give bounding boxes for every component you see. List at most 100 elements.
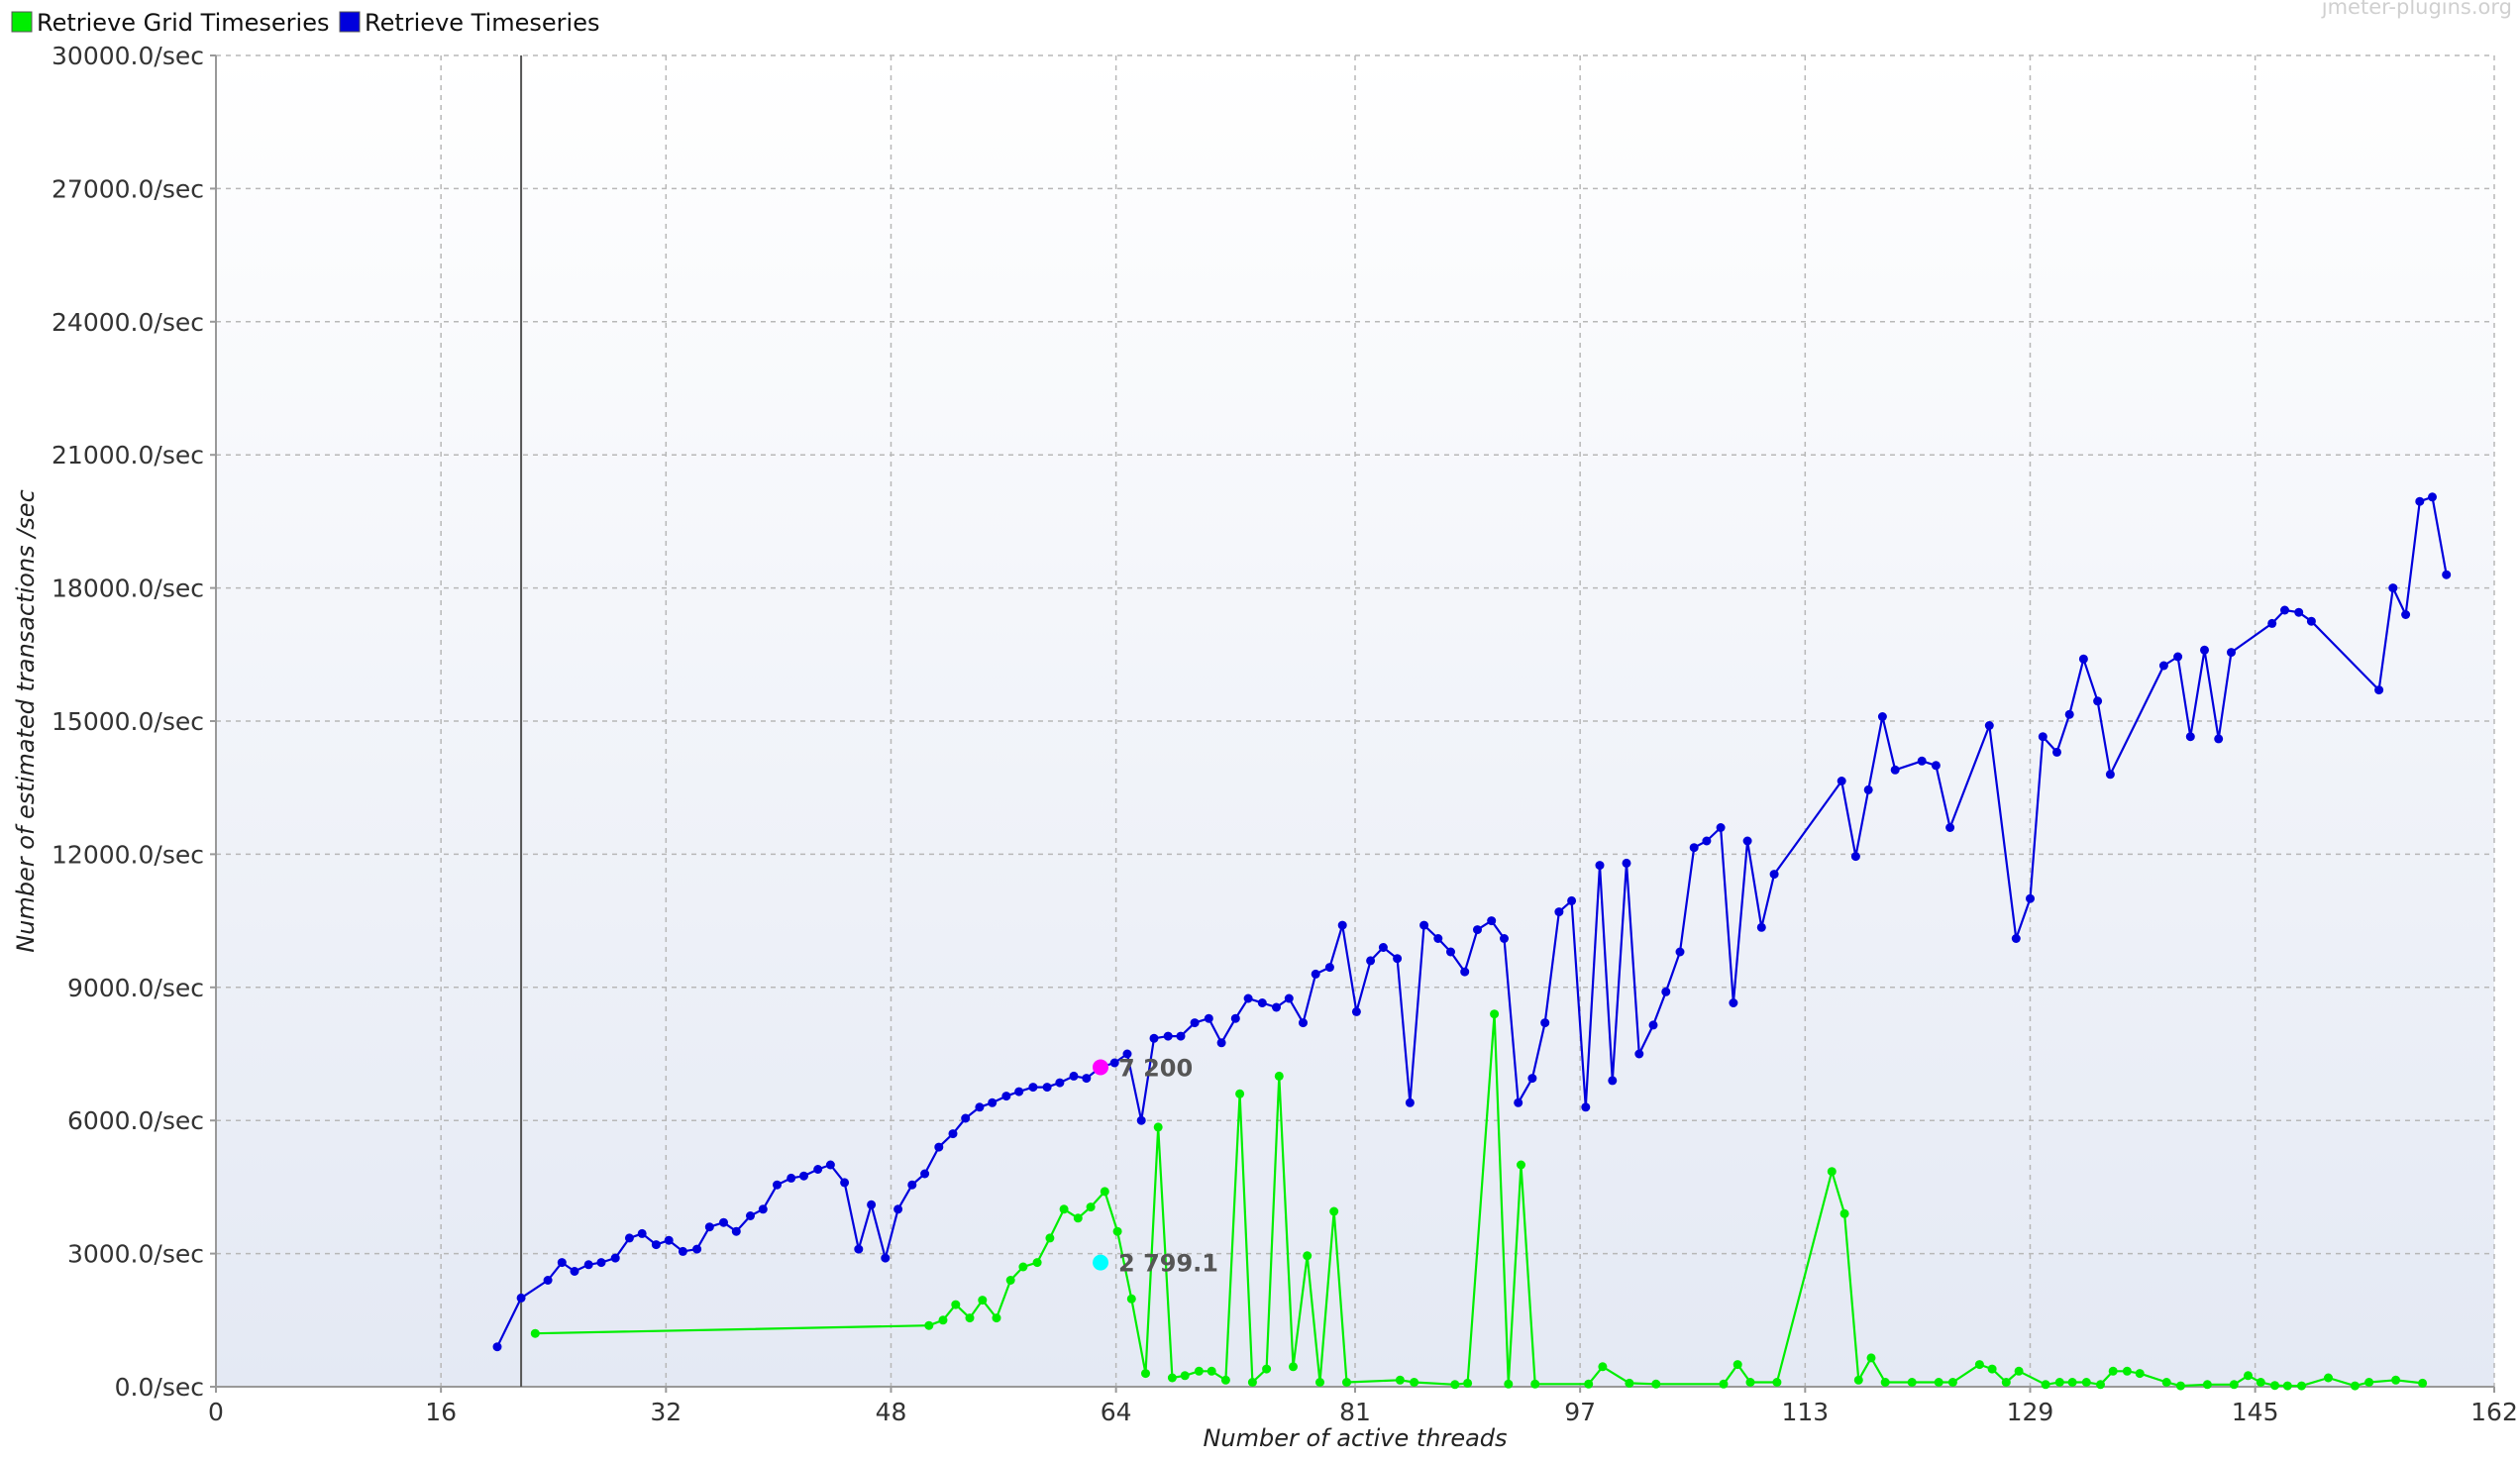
data-point	[2227, 648, 2236, 658]
data-point	[907, 1180, 917, 1190]
legend-item-grid: Retrieve Grid Timeseries	[11, 9, 329, 37]
data-point	[2244, 1371, 2253, 1381]
data-point	[1122, 1049, 1132, 1059]
data-point	[1530, 1379, 1540, 1389]
y-tick-label: 3000.0/sec	[67, 1240, 204, 1269]
data-point	[2105, 770, 2115, 780]
data-point	[1028, 1083, 1038, 1093]
data-point	[1945, 823, 1955, 832]
data-point	[1487, 916, 1497, 926]
data-point	[2173, 652, 2183, 662]
data-point	[1042, 1083, 1052, 1093]
data-point	[2158, 661, 2168, 671]
data-point	[1109, 1058, 1119, 1068]
data-point	[1719, 1379, 1729, 1389]
x-tick-label: 129	[2007, 1398, 2054, 1426]
y-tick-label: 24000.0/sec	[52, 308, 204, 337]
data-point	[1055, 1078, 1065, 1088]
data-point	[1167, 1373, 1177, 1383]
legend-swatch-grid	[11, 11, 33, 33]
data-point	[1622, 858, 1631, 868]
data-point	[1126, 1294, 1136, 1304]
data-point	[1745, 1378, 1755, 1387]
data-point	[596, 1258, 606, 1268]
x-tick-label: 48	[876, 1398, 907, 1426]
data-point	[664, 1235, 674, 1245]
data-point	[1987, 1364, 1997, 1374]
data-point	[1863, 784, 1873, 794]
data-point	[1527, 1074, 1537, 1084]
data-point	[1839, 1208, 1849, 1218]
data-point	[2064, 709, 2074, 719]
data-point	[2096, 1380, 2105, 1390]
x-tick-label: 64	[1101, 1398, 1132, 1426]
data-point	[1082, 1074, 1092, 1084]
x-tick-label: 97	[1564, 1398, 1596, 1426]
data-point	[1756, 922, 1766, 932]
data-point	[2052, 747, 2061, 757]
data-point	[731, 1226, 741, 1236]
data-point	[1890, 765, 1900, 775]
data-point	[1220, 1375, 1230, 1385]
data-point	[2324, 1373, 2333, 1383]
data-point	[1216, 1038, 1226, 1048]
data-point	[637, 1228, 647, 1238]
data-point	[1934, 1378, 1943, 1387]
y-tick-label: 18000.0/sec	[52, 574, 204, 603]
y-tick-label: 15000.0/sec	[52, 707, 204, 736]
data-point	[719, 1217, 728, 1227]
data-point	[2038, 732, 2048, 742]
data-point	[1490, 1009, 1500, 1019]
data-point	[2011, 934, 2021, 943]
data-point	[2256, 1378, 2265, 1387]
y-tick-labels: 0.0/sec 3000.0/sec 6000.0/sec 9000.0/sec 120…	[52, 42, 204, 1402]
data-point	[1634, 1049, 1644, 1059]
data-point	[1500, 934, 1509, 943]
data-point	[1947, 1378, 1957, 1387]
data-point	[1850, 852, 1860, 862]
y-tick-label: 30000.0/sec	[52, 42, 204, 70]
y-tick-label: 6000.0/sec	[67, 1106, 204, 1135]
data-point	[2350, 1381, 2360, 1391]
data-point	[1032, 1258, 1042, 1268]
data-point	[881, 1253, 891, 1263]
data-point	[1419, 920, 1429, 930]
data-point	[516, 1293, 526, 1303]
data-point	[1342, 1378, 1351, 1387]
data-point	[1180, 1371, 1190, 1381]
data-point	[1284, 993, 1294, 1003]
data-point	[1837, 777, 1846, 785]
data-point	[1289, 1362, 1298, 1372]
legend-swatch-timeseries	[339, 11, 361, 33]
x-tick-label: 113	[1781, 1398, 1829, 1426]
data-point	[1393, 954, 1403, 964]
data-point	[1540, 1018, 1550, 1028]
data-point	[2282, 1381, 2292, 1391]
y-tick-label: 0.0/sec	[115, 1373, 204, 1402]
data-point	[2415, 496, 2425, 506]
data-point	[1554, 907, 1564, 917]
data-point	[2185, 732, 2195, 742]
data-point	[1337, 920, 1347, 930]
y-tick-label: 12000.0/sec	[52, 840, 204, 869]
data-point	[2442, 570, 2452, 579]
data-point	[1190, 1018, 1200, 1028]
data-point	[651, 1240, 661, 1250]
data-point	[1086, 1202, 1096, 1212]
data-point	[893, 1204, 903, 1214]
data-point	[961, 1113, 971, 1123]
data-point	[1153, 1122, 1163, 1132]
data-point	[867, 1200, 877, 1209]
data-point	[2364, 1378, 2374, 1387]
data-point	[1001, 1092, 1011, 1101]
data-point	[2388, 583, 2398, 593]
data-point	[2122, 1366, 2132, 1376]
data-point	[758, 1204, 768, 1214]
data-point	[773, 1180, 782, 1190]
data-point	[1324, 963, 1334, 973]
data-point	[543, 1276, 553, 1285]
data-point	[787, 1173, 796, 1183]
data-point	[2054, 1378, 2064, 1387]
data-point	[1073, 1213, 1083, 1223]
